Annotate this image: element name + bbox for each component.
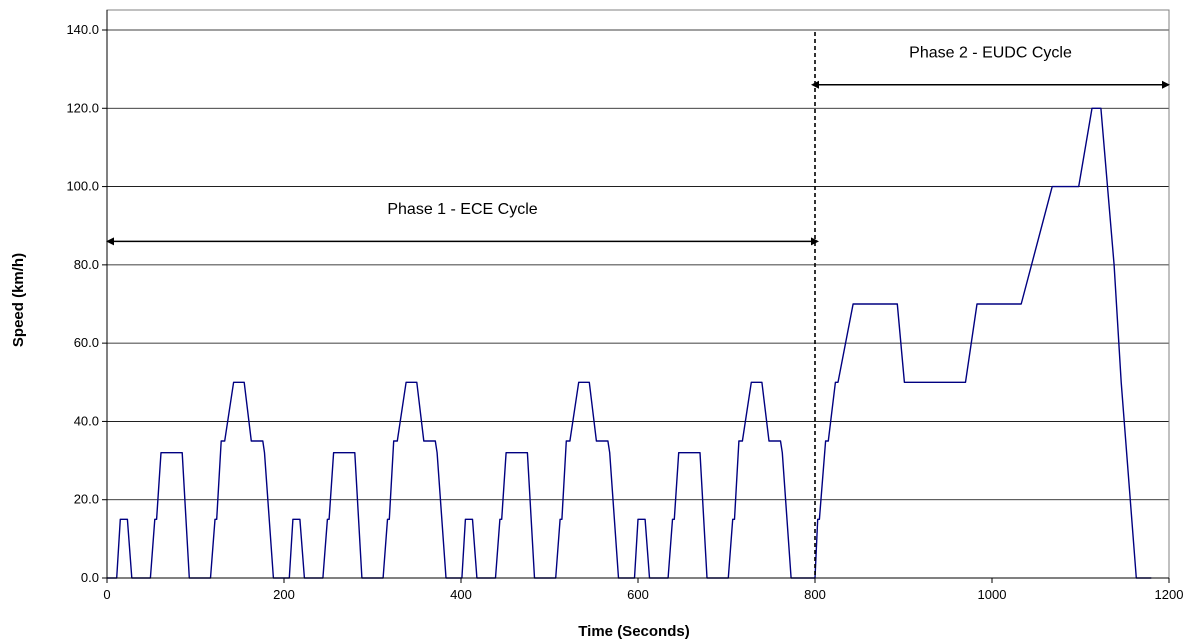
x-tick-label: 600 [627,587,649,602]
y-axis-ticks: 0.0 20.0 40.0 60.0 80.0 100.0 120.0 140.0 [66,22,107,585]
y-tick-label: 140.0 [66,22,99,37]
x-tick-label: 200 [273,587,295,602]
x-tick-label: 400 [450,587,472,602]
x-axis-ticks: 0 200 400 600 800 1000 1200 [103,578,1183,602]
x-tick-label: 0 [103,587,110,602]
y-tick-label: 120.0 [66,100,99,115]
phase-label: Phase 1 - ECE Cycle [387,201,537,218]
annotations: Phase 1 - ECE Cycle Phase 2 - EUDC Cycle [106,32,1170,578]
y-tick-label: 60.0 [74,335,99,350]
plot-area-border [106,9,1170,579]
gridlines [107,29,1169,501]
x-axis-title: Time (Seconds) [578,623,689,640]
x-tick-label: 1000 [978,587,1007,602]
y-tick-label: 40.0 [74,413,99,428]
phase-label: Phase 2 - EUDC Cycle [909,44,1072,61]
y-tick-label: 80.0 [74,257,99,272]
y-axis-title: Speed (km/h) [10,253,27,347]
y-tick-label: 0.0 [81,570,99,585]
x-tick-label: 800 [804,587,826,602]
x-tick-label: 1200 [1155,587,1184,602]
y-tick-label: 20.0 [74,492,99,507]
y-tick-label: 100.0 [66,179,99,194]
